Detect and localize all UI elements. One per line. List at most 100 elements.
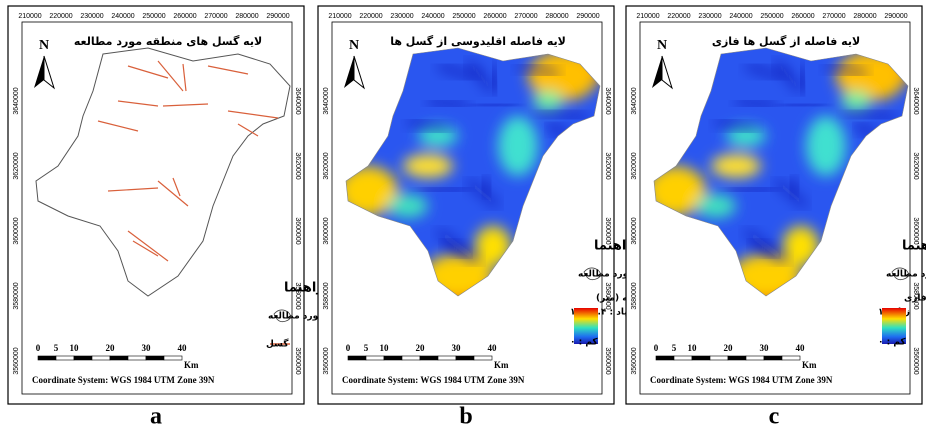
scale-label: 5 bbox=[54, 343, 59, 353]
scale-segment bbox=[437, 355, 457, 361]
fault-core bbox=[774, 59, 803, 93]
fault-line bbox=[107, 187, 159, 192]
fault-core bbox=[845, 109, 897, 120]
scale-segment bbox=[365, 355, 385, 361]
legend-label: گسل bbox=[266, 338, 289, 350]
north-arrow bbox=[652, 56, 662, 88]
x-coord-label: 290000 bbox=[576, 13, 599, 20]
y-coord-label: 3600000 bbox=[631, 217, 638, 244]
study-area bbox=[653, 47, 909, 297]
map-panel: 210000 220000 230000 240000 250000 260000 2700… bbox=[625, 5, 926, 405]
scale-label: 10 bbox=[70, 343, 80, 353]
fault-line bbox=[207, 65, 249, 75]
y-coord-label: 3580000 bbox=[604, 282, 611, 309]
x-coord-label: 270000 bbox=[514, 13, 537, 20]
scale-label: 30 bbox=[452, 343, 462, 353]
legend-title: راهنما bbox=[902, 239, 926, 254]
raster-zone bbox=[388, 194, 428, 218]
fault-line bbox=[227, 110, 279, 119]
north-label: N bbox=[657, 38, 667, 53]
legend-ramp bbox=[882, 308, 906, 344]
x-coord-label: 230000 bbox=[80, 13, 103, 20]
x-coord-label: 280000 bbox=[853, 13, 876, 20]
scale-segment bbox=[383, 355, 403, 361]
scale-label: 10 bbox=[380, 343, 390, 353]
x-coord-label: 290000 bbox=[884, 13, 907, 20]
legend-high: زیاد : ۱۷۳۶۸.۴ bbox=[570, 308, 633, 318]
legend-ramp-title: فاصله (متر) bbox=[596, 294, 649, 304]
scale-segment bbox=[145, 355, 165, 361]
north-label: N bbox=[39, 38, 49, 53]
study-area bbox=[345, 47, 601, 297]
fault-line bbox=[132, 240, 159, 257]
scale-segment bbox=[73, 355, 93, 361]
fault-line bbox=[117, 100, 159, 107]
legend-title: راهنما bbox=[594, 239, 634, 254]
fault-core bbox=[437, 64, 479, 80]
scale-unit: Km bbox=[802, 360, 817, 370]
fault-core bbox=[745, 64, 787, 80]
raster-zone bbox=[498, 116, 538, 176]
map-panel: 210000 220000 230000 240000 250000 260000 2700… bbox=[317, 5, 670, 405]
scale-label: 20 bbox=[106, 343, 116, 353]
scale-label: 40 bbox=[488, 343, 498, 353]
fault-core bbox=[491, 63, 498, 92]
y-coord-label: 3580000 bbox=[323, 282, 330, 309]
fault-core bbox=[427, 99, 469, 108]
y-coord-label: 3640000 bbox=[13, 87, 20, 114]
panel-letter: a bbox=[150, 404, 162, 430]
x-coord-label: 210000 bbox=[18, 13, 41, 20]
scale-segment bbox=[419, 355, 439, 361]
x-coord-label: 280000 bbox=[545, 13, 568, 20]
scale-segment bbox=[91, 355, 111, 361]
raster-zone bbox=[533, 91, 563, 111]
map-title: لایه فاصله اقلیدوسی از گسل ها bbox=[390, 35, 566, 48]
x-coord-label: 270000 bbox=[822, 13, 845, 20]
y-coord-label: 3640000 bbox=[912, 87, 919, 114]
panel-letter: b bbox=[459, 404, 472, 430]
fault-core bbox=[774, 179, 808, 208]
coord-system: Coordinate System: WGS 1984 UTM Zone 39N bbox=[650, 375, 833, 385]
scale-segment bbox=[455, 355, 475, 361]
fault-core bbox=[466, 59, 495, 93]
scale-label: 20 bbox=[724, 343, 734, 353]
x-coord-label: 220000 bbox=[667, 13, 690, 20]
map-panel: 210000 220000 230000 240000 250000 260000 2700… bbox=[7, 5, 360, 405]
y-coord-label: 3580000 bbox=[912, 282, 919, 309]
legend-low: کم : ۰ bbox=[878, 338, 906, 348]
north-label: N bbox=[349, 38, 359, 53]
legend-boundary-icon bbox=[583, 267, 601, 281]
y-coord-label: 3620000 bbox=[631, 152, 638, 179]
y-coord-label: 3600000 bbox=[912, 217, 919, 244]
scale-label: 40 bbox=[178, 343, 188, 353]
legend-boundary-icon bbox=[891, 267, 909, 281]
y-coord-label: 3620000 bbox=[912, 152, 919, 179]
fault-core bbox=[517, 64, 559, 76]
x-coord-label: 220000 bbox=[359, 13, 382, 20]
coord-system: Coordinate System: WGS 1984 UTM Zone 39N bbox=[342, 375, 525, 385]
fault-line bbox=[237, 123, 259, 137]
panel-letter: c bbox=[769, 404, 780, 430]
y-coord-label: 3640000 bbox=[604, 87, 611, 114]
scale-segment bbox=[163, 355, 183, 361]
fault-line bbox=[157, 180, 189, 207]
scale-segment bbox=[673, 355, 693, 361]
y-coord-label: 3600000 bbox=[604, 217, 611, 244]
fault-core bbox=[417, 186, 469, 193]
fault-line bbox=[127, 65, 169, 79]
fault-line bbox=[157, 60, 184, 92]
map-frame bbox=[331, 21, 603, 395]
fault-core bbox=[825, 64, 867, 76]
x-coord-label: 290000 bbox=[266, 13, 289, 20]
legend-ramp bbox=[574, 308, 598, 344]
scale-label: 0 bbox=[346, 343, 351, 353]
fault-line bbox=[97, 120, 139, 132]
scale-label: 0 bbox=[36, 343, 41, 353]
y-coord-label: 3620000 bbox=[13, 152, 20, 179]
x-coord-label: 240000 bbox=[729, 13, 752, 20]
x-coord-label: 260000 bbox=[483, 13, 506, 20]
scale-label: 0 bbox=[654, 343, 659, 353]
x-coord-label: 220000 bbox=[49, 13, 72, 20]
fault-line bbox=[162, 103, 209, 107]
fault-core bbox=[466, 179, 500, 208]
